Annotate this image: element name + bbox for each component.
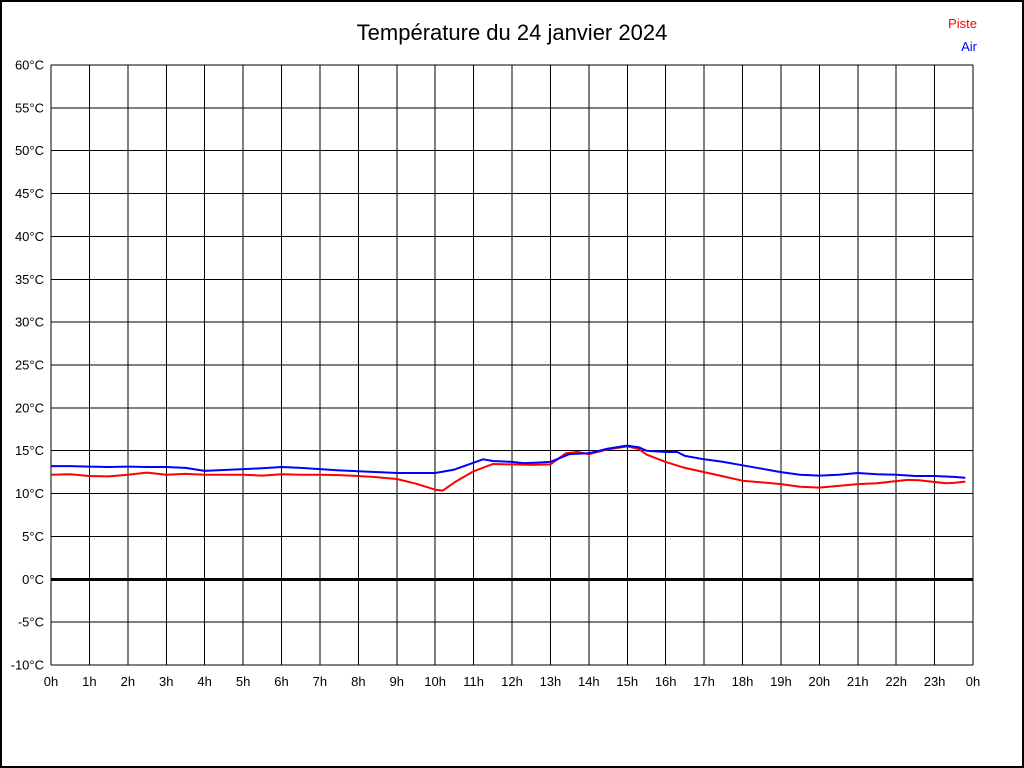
x-axis-tick-label: 23h xyxy=(924,674,946,689)
y-axis-tick-label: -10°C xyxy=(11,658,44,673)
y-axis-tick-label: 55°C xyxy=(15,100,44,115)
x-axis-tick-label: 22h xyxy=(885,674,907,689)
y-axis-tick-label: 10°C xyxy=(15,486,44,501)
y-axis-tick-label: 50°C xyxy=(15,143,44,158)
x-axis-tick-label: 19h xyxy=(770,674,792,689)
x-axis-tick-label: 5h xyxy=(236,674,250,689)
x-axis-tick-label: 11h xyxy=(463,674,484,689)
x-axis-tick-label: 17h xyxy=(693,674,715,689)
x-axis-tick-label: 13h xyxy=(540,674,562,689)
x-axis-tick-label: 21h xyxy=(847,674,869,689)
x-axis-tick-label: 4h xyxy=(197,674,211,689)
x-axis-tick-label: 0h xyxy=(44,674,58,689)
x-axis-tick-label: 0h xyxy=(966,674,980,689)
y-axis-tick-label: 15°C xyxy=(15,443,44,458)
x-axis-tick-label: 10h xyxy=(424,674,446,689)
legend-item-air: Air xyxy=(961,39,977,54)
x-axis-tick-label: 1h xyxy=(82,674,96,689)
x-axis-tick-label: 2h xyxy=(121,674,135,689)
chart-title: Température du 24 janvier 2024 xyxy=(356,20,668,45)
legend: Piste Air xyxy=(948,12,977,58)
y-axis-tick-label: 0°C xyxy=(22,572,44,587)
y-axis-tick-label: 20°C xyxy=(15,400,44,415)
y-axis-tick-label: 30°C xyxy=(15,315,44,330)
x-axis-tick-label: 12h xyxy=(501,674,523,689)
x-axis-tick-label: 6h xyxy=(274,674,288,689)
x-axis-tick-label: 15h xyxy=(616,674,638,689)
y-axis-tick-label: -5°C xyxy=(18,615,44,630)
x-axis-tick-label: 3h xyxy=(159,674,173,689)
x-axis-tick-label: 7h xyxy=(313,674,327,689)
piste-temperature-line xyxy=(50,445,966,492)
y-axis-tick-label: 35°C xyxy=(15,272,44,287)
y-axis-tick-label: 60°C xyxy=(15,58,44,73)
y-axis-tick-label: 25°C xyxy=(15,358,44,373)
x-axis-tick-label: 18h xyxy=(732,674,754,689)
air-temperature-line xyxy=(51,444,966,479)
x-axis-tick-label: 9h xyxy=(390,674,404,689)
x-axis-tick-label: 16h xyxy=(655,674,677,689)
y-axis-tick-label: 40°C xyxy=(15,229,44,244)
y-axis-tick-label: 5°C xyxy=(22,529,44,544)
y-axis-tick-label: 45°C xyxy=(15,186,44,201)
legend-item-piste: Piste xyxy=(948,16,977,31)
x-axis-tick-label: 20h xyxy=(808,674,830,689)
x-axis-tick-label: 14h xyxy=(578,674,600,689)
x-axis-tick-label: 8h xyxy=(351,674,365,689)
